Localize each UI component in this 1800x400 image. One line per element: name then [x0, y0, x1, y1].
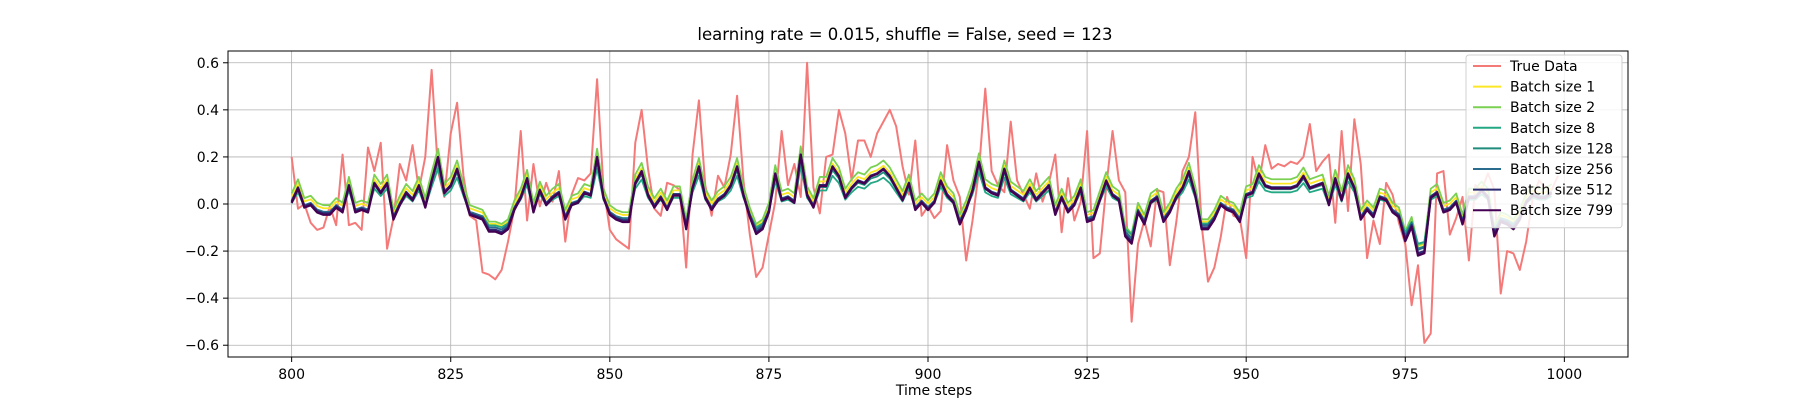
legend-label: Batch size 2 — [1510, 100, 1595, 116]
legend-label: Batch size 256 — [1510, 162, 1613, 178]
y-tick-label: 0.0 — [197, 197, 219, 213]
y-tick-label: 0.2 — [197, 150, 219, 166]
legend-label: Batch size 128 — [1510, 141, 1613, 157]
x-tick-label: 825 — [437, 367, 464, 383]
x-axis: 800 825 850 875 900 925 950 975 1000 — [278, 357, 1582, 383]
x-tick-label: 900 — [915, 367, 942, 383]
y-axis: −0.6 −0.4 −0.2 0.0 0.2 0.4 0.6 — [185, 56, 228, 354]
chart-title: learning rate = 0.015, shuffle = False, … — [697, 25, 1112, 44]
x-tick-label: 875 — [756, 367, 783, 383]
legend-label: Batch size 8 — [1510, 121, 1595, 137]
y-tick-label: −0.2 — [185, 244, 219, 260]
y-tick-label: 0.4 — [197, 103, 219, 119]
x-tick-label: 975 — [1392, 367, 1419, 383]
x-axis-label: Time steps — [895, 383, 972, 399]
series-line-batch-size-2 — [290, 145, 1553, 247]
x-tick-label: 950 — [1233, 367, 1260, 383]
x-tick-label: 850 — [596, 367, 623, 383]
y-tick-label: −0.6 — [185, 338, 219, 354]
x-tick-label: 800 — [278, 367, 305, 383]
series-line-batch-size-799 — [290, 153, 1553, 257]
legend: True Data Batch size 1 Batch size 2 Batch s… — [1465, 54, 1623, 229]
legend-label: True Data — [1509, 59, 1578, 75]
legend-box — [1465, 54, 1623, 229]
x-tick-label: 1000 — [1547, 367, 1583, 383]
series-line-true-data — [290, 61, 1559, 344]
x-tick-label: 925 — [1074, 367, 1101, 383]
legend-label: Batch size 1 — [1510, 80, 1595, 96]
y-tick-label: −0.4 — [185, 291, 219, 307]
legend-label: Batch size 512 — [1510, 183, 1613, 199]
y-tick-label: 0.6 — [197, 56, 219, 72]
plot-area — [290, 61, 1559, 344]
legend-label: Batch size 799 — [1510, 203, 1613, 219]
